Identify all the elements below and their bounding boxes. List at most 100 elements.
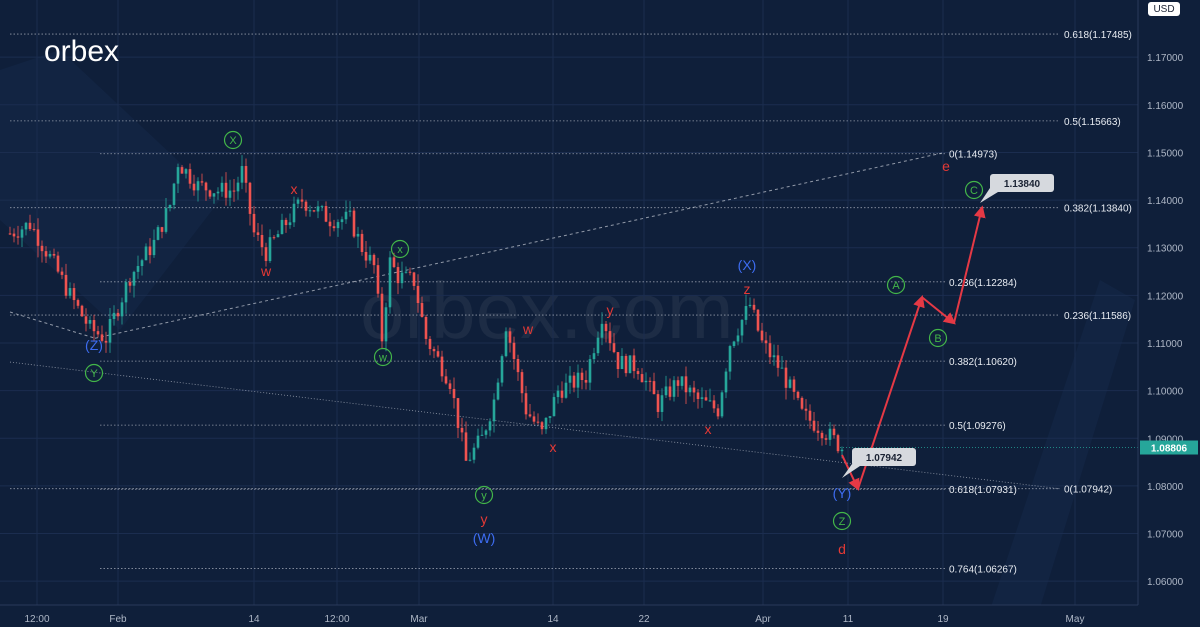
candle-body [540,422,544,430]
candle-body [20,229,24,238]
candle-body [28,222,32,229]
candle-body [236,182,240,192]
x-tick-label: Feb [109,614,127,625]
candle-body [512,342,516,359]
fib-label: 0.618(1.07931) [949,485,1017,496]
y-tick-label: 1.12000 [1147,291,1184,302]
candle-body [476,435,480,448]
candle-body [320,206,324,208]
x-tick-label: Apr [755,614,771,625]
candle-body [308,210,312,212]
currency-label: USD [1153,4,1174,15]
candle-body [72,288,76,301]
candle-body [276,234,280,238]
candle-body [232,190,236,192]
candle-body [152,239,156,256]
candle-body [132,271,136,286]
callout-label: 1.07942 [866,453,903,464]
currency-badge [1148,2,1180,16]
candle-body [64,274,68,296]
x-tick-label: 12:00 [324,614,349,625]
candle-body [196,181,200,191]
candle-body [448,383,452,389]
candle-body [272,237,276,239]
candle-body [456,398,460,428]
candle-body [580,372,584,381]
projection-arrow [953,205,986,324]
candle-body [400,272,404,284]
candle-body [140,260,144,267]
callout-1-13840: 1.13840 [980,174,1054,203]
candle-body [268,237,272,262]
wave-label-circle [223,130,243,150]
wave-labels: w x w y x x z y d e (Z) (W) (X) (Y) Y Xx w y Z A B C [84,130,984,557]
candle-body [32,228,36,230]
x-tick-label: Mar [410,614,428,625]
candle-body [160,227,164,232]
candle-body [680,376,684,386]
candle-body [244,166,248,183]
candle-body [668,386,672,397]
y-tick-label: 1.08000 [1147,482,1184,493]
time-axis-ticks: 12:00 Feb 14 12:00 Mar 14 22 Apr 11 19 May [24,614,1084,625]
candle-body [592,353,596,360]
time-axis[interactable] [0,605,1138,627]
y-tick-label: 1.07000 [1147,530,1184,541]
candle-body [508,331,512,343]
candle-body [824,438,828,440]
candle-body [576,372,580,388]
candle-body [556,390,560,398]
candle-body [652,381,656,395]
candle-body [392,257,396,268]
candle-body [304,201,308,211]
candle-body [100,334,104,341]
wave-label-green: w [378,352,387,364]
background-shape [0,50,220,330]
candle-body [288,222,292,226]
candle-body [728,346,732,372]
candle-body [548,416,552,418]
candle-body [368,254,372,261]
fib-label: 0(1.07942) [1064,485,1112,496]
wave-label-red: y [481,511,488,527]
candle-body [744,306,748,320]
candle-body [528,414,532,417]
candle-body [644,380,648,383]
candle-body [828,428,832,440]
candle-body [596,337,600,354]
candle-body [224,182,228,198]
candle-body [120,302,124,317]
y-tick-label: 1.15000 [1147,148,1184,159]
candle-body [200,181,204,183]
candle-body [36,229,40,246]
candle-body [420,303,424,317]
candle-body [164,208,168,232]
candle-body [568,375,572,383]
orbex-logo: orbex [44,35,119,68]
candle-body [520,372,524,394]
candle-body [280,219,284,235]
y-tick-label: 1.14000 [1147,196,1184,207]
candle-body [752,304,756,310]
candle-body [108,318,112,343]
lower-channel-line [9,361,1061,490]
wave-label-red: x [291,181,298,197]
wave-label-red: z [744,281,751,297]
wave-label-red: y [607,302,614,318]
x-tick-label: 22 [638,614,650,625]
candle-body [384,307,388,342]
wave-label-blue: (Y) [833,485,852,501]
candle-body [836,435,840,452]
y-tick-label: 1.16000 [1147,101,1184,112]
candle-body [608,331,612,344]
candle-body [588,359,592,383]
fib-label: 0.5(1.15663) [1064,117,1121,128]
candle-body [716,408,720,417]
candle-body [180,167,184,174]
candle-body [640,374,644,383]
candle-body [336,222,340,229]
price-axis[interactable] [1138,0,1200,627]
candle-body [144,246,148,261]
candle-body [184,169,188,174]
candle-body [380,293,384,342]
